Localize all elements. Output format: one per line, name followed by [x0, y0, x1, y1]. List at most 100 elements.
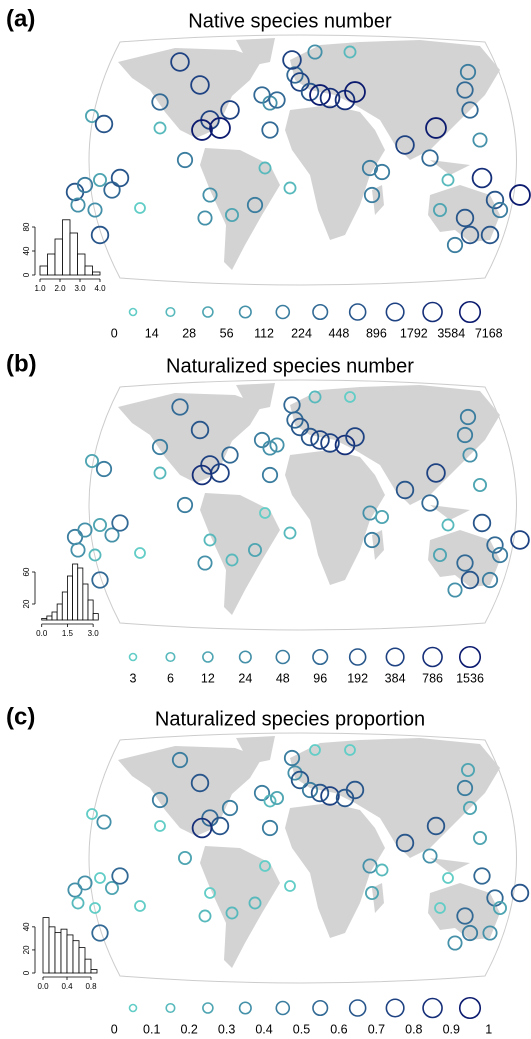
site-circle	[284, 880, 296, 892]
site-circle	[461, 101, 479, 119]
site-circle	[310, 783, 330, 803]
legend-label: 24	[238, 671, 252, 685]
site-circle	[263, 794, 277, 808]
site-circle	[456, 907, 474, 925]
site-circle	[283, 396, 301, 414]
site-circle	[261, 121, 279, 139]
site-circle	[309, 84, 331, 106]
site-circle	[153, 466, 167, 480]
site-circle	[481, 571, 499, 589]
legend-circle	[202, 306, 214, 318]
legend-label: 0.9	[443, 1022, 460, 1036]
legend-circle	[458, 996, 482, 1020]
histogram-bar	[82, 583, 89, 621]
legend-circle	[275, 1000, 291, 1016]
site-circle	[510, 883, 530, 903]
site-circle	[395, 480, 415, 500]
site-circle	[93, 172, 108, 187]
site-circle	[320, 786, 340, 806]
site-circle	[486, 536, 504, 554]
legend-label: 0.3	[218, 1022, 235, 1036]
site-circle	[480, 225, 500, 245]
site-circle	[287, 765, 303, 781]
legend-circle	[238, 650, 252, 664]
x-tick-label: 0.4	[61, 982, 73, 991]
x-tick-label: 0.0	[36, 629, 48, 638]
legend-circle	[385, 302, 405, 322]
legend-label: 14	[145, 326, 159, 340]
site-circle	[344, 81, 366, 103]
site-circle	[491, 201, 509, 219]
panel: (c) Naturalized species proportion 0 20 40 0.…	[6, 703, 530, 1036]
site-circle	[456, 426, 474, 444]
site-circle	[151, 438, 169, 456]
site-circle	[374, 509, 389, 524]
site-circle	[395, 135, 415, 155]
legend-circle	[165, 306, 176, 318]
site-circle	[301, 781, 319, 799]
legend-label: 0.8	[405, 1022, 422, 1036]
legend-label: 896	[366, 326, 387, 340]
site-circle	[269, 791, 284, 806]
site-circle	[485, 190, 505, 210]
legend-circle	[312, 999, 329, 1017]
legend-circle	[275, 304, 291, 320]
legend-label: 3584	[437, 326, 465, 340]
site-circle	[170, 52, 190, 72]
site-circle	[286, 66, 304, 84]
site-circle	[375, 863, 389, 877]
legend-circle	[385, 647, 405, 667]
site-circle	[259, 507, 271, 519]
site-circle	[134, 202, 146, 214]
legend-label: 1	[485, 1022, 492, 1036]
site-circle	[290, 770, 310, 790]
legend-circle	[128, 1003, 138, 1013]
site-circle	[456, 779, 474, 797]
site-circle	[110, 168, 130, 188]
site-circle	[482, 925, 498, 941]
site-circle	[373, 163, 391, 181]
site-circle	[309, 744, 321, 756]
site-circle	[70, 542, 86, 558]
site-circle	[320, 433, 340, 453]
site-circle	[434, 902, 446, 914]
site-circle	[364, 885, 379, 900]
x-tick-label: 0.0	[37, 982, 49, 991]
x-tick-label: 2.0	[54, 284, 66, 293]
site-circle	[221, 799, 239, 817]
site-circle	[87, 202, 103, 218]
site-circle	[77, 875, 93, 891]
legend-circle	[422, 997, 443, 1019]
site-circle	[171, 398, 189, 416]
site-circle	[472, 477, 487, 492]
histogram-bar	[69, 232, 78, 276]
site-circle	[95, 460, 113, 478]
histogram-bar	[62, 219, 71, 276]
site-circle	[209, 117, 231, 139]
y-tick-label: 0	[22, 272, 31, 277]
site-circle	[253, 784, 271, 802]
legend-circle	[422, 646, 443, 668]
legend-label: 0.7	[368, 1022, 385, 1036]
legend-label: 28	[182, 326, 196, 340]
histogram-bar	[54, 238, 63, 276]
site-circle	[460, 225, 480, 245]
site-circle	[460, 570, 480, 590]
site-circle	[472, 830, 487, 845]
site-circle	[509, 184, 531, 206]
legend-label: 0.2	[180, 1022, 197, 1036]
site-circle	[153, 121, 167, 135]
x-tick-label: 1.0	[34, 284, 46, 293]
site-circle	[344, 744, 356, 756]
site-circle	[462, 801, 477, 816]
site-circle	[283, 749, 301, 767]
site-circle	[425, 117, 447, 139]
site-circle	[308, 390, 322, 404]
panel-label: (b)	[6, 350, 37, 377]
site-circle	[85, 454, 100, 469]
site-circle	[221, 446, 239, 464]
site-circle	[111, 514, 129, 532]
site-circle	[446, 236, 464, 254]
site-circle	[89, 902, 101, 914]
site-circle	[456, 81, 474, 99]
